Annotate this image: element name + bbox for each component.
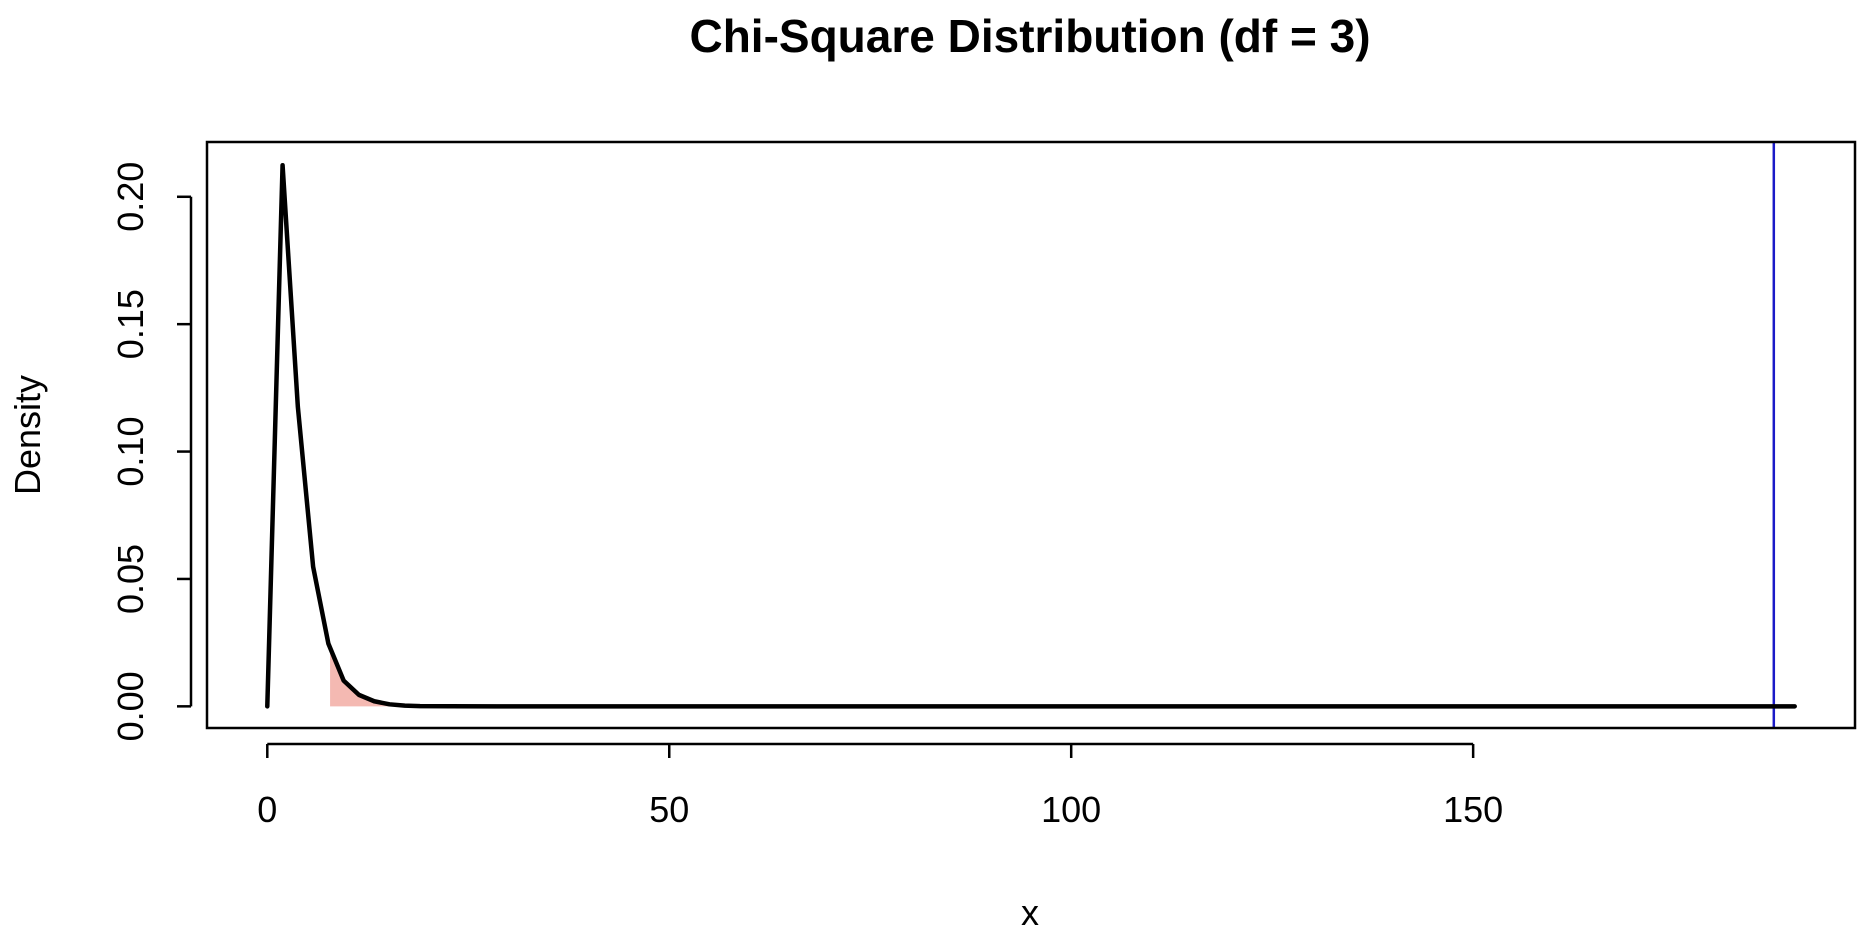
chart-title: Chi-Square Distribution (df = 3) bbox=[689, 10, 1370, 62]
density-curve-layer bbox=[265, 162, 1797, 709]
x-axis-label: x bbox=[1021, 892, 1039, 932]
y-axis-label: Density bbox=[7, 375, 48, 495]
y-tick-label: 0.10 bbox=[110, 417, 151, 487]
rejection-region bbox=[330, 647, 1795, 707]
y-tick-label: 0.15 bbox=[110, 289, 151, 359]
x-axis: 0 50 100 150 bbox=[257, 742, 1503, 830]
x-tick-label: 0 bbox=[257, 789, 277, 830]
x-tick-label: 100 bbox=[1041, 789, 1101, 830]
y-tick-label: 0.00 bbox=[110, 671, 151, 741]
x-tick-label: 50 bbox=[649, 789, 689, 830]
rejection-region-layer bbox=[330, 647, 1795, 707]
y-tick-label: 0.20 bbox=[110, 162, 151, 232]
x-tick-label: 150 bbox=[1443, 789, 1503, 830]
density-curve-line bbox=[265, 162, 1797, 709]
y-axis: 0.00 0.05 0.10 0.15 0.20 bbox=[110, 162, 193, 741]
plot-frame bbox=[205, 140, 1857, 730]
y-tick-label: 0.05 bbox=[110, 544, 151, 614]
